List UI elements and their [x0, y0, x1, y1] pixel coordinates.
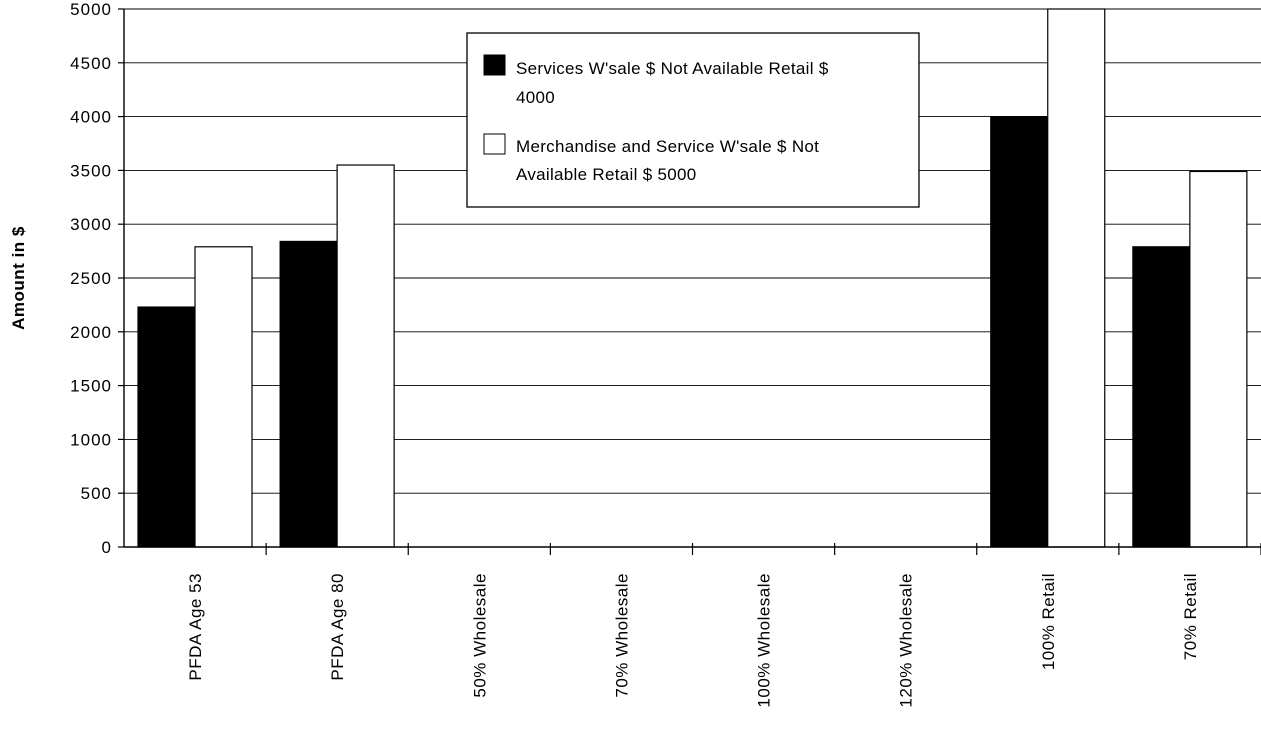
bar-series1-0: [137, 306, 196, 548]
bar-series2-1: [336, 164, 395, 548]
y-tick-label: 4000: [70, 108, 112, 127]
bar-series1-7: [1132, 246, 1191, 548]
x-category-label: 50% Wholesale: [470, 573, 489, 698]
bar-series2-6: [1047, 8, 1106, 548]
y-tick-label: 5000: [70, 0, 112, 19]
x-category-label: PFDA Age 53: [186, 573, 205, 681]
y-tick-label: 2500: [70, 269, 112, 288]
y-tick-label: 2000: [70, 323, 112, 342]
bar-series2-7: [1189, 170, 1248, 548]
x-category-label: 120% Wholesale: [897, 573, 916, 708]
x-category-label: 70% Wholesale: [612, 573, 631, 698]
y-tick-label: 1500: [70, 377, 112, 396]
legend-swatch-merchandise: [483, 133, 506, 155]
x-category-label: 100% Wholesale: [755, 573, 774, 708]
legend-label-services-line2: 4000: [516, 88, 555, 107]
legend: Services W'sale $ Not Available Retail $…: [466, 32, 920, 208]
legend-swatch-services: [483, 54, 506, 76]
axes: [118, 8, 1261, 555]
y-tick-label: 1000: [70, 430, 112, 449]
x-category-label: PFDA Age 80: [328, 573, 347, 681]
legend-label-merchandise-line1: Merchandise and Service W'sale $ Not: [516, 137, 819, 156]
bar-series1-6: [990, 115, 1049, 548]
y-axis-title: Amount in $: [9, 226, 28, 330]
y-tick-label: 500: [81, 484, 112, 503]
x-category-label: 70% Retail: [1181, 573, 1200, 660]
bar-series2-0: [194, 246, 253, 548]
legend-label-merchandise-line2: Available Retail $ 5000: [516, 165, 697, 184]
bar-series1-1: [279, 240, 338, 548]
y-tick-labels: 0 500 1000 1500 2000 2500 3000 3500 4000 4500 5000: [70, 0, 112, 557]
x-category-labels: PFDA Age 53 PFDA Age 80 50% Wholesale 70% W…: [186, 573, 1200, 708]
y-tick-label: 3500: [70, 161, 112, 180]
legend-label-services-line1: Services W'sale $ Not Available Retail $: [516, 59, 829, 78]
legend-box: [466, 32, 920, 208]
y-tick-label: 4500: [70, 54, 112, 73]
y-tick-label: 3000: [70, 215, 112, 234]
y-tick-label: 0: [102, 538, 112, 557]
x-category-label: 100% Retail: [1039, 573, 1058, 670]
